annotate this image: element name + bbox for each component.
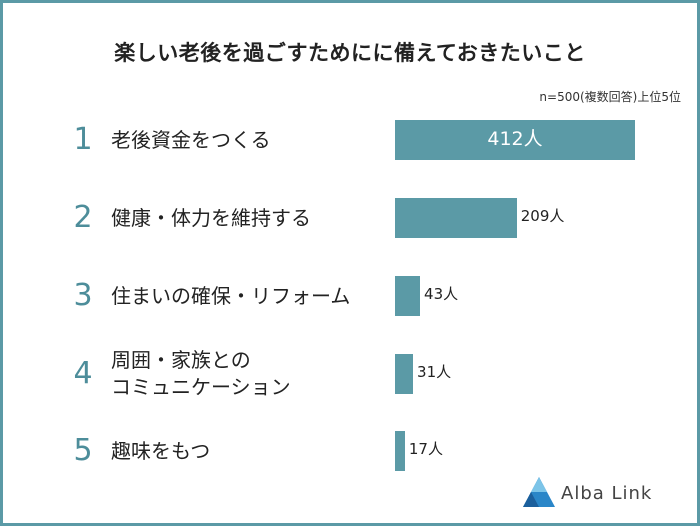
category-label-line: コミュニケーション (111, 375, 291, 399)
value-label: 412人 (487, 128, 543, 150)
category-label: 趣味をもつ (111, 438, 210, 465)
category-label: 住まいの確保・リフォーム (111, 283, 350, 310)
bar (395, 431, 405, 471)
category-label: 周囲・家族とのコミュニケーション (111, 347, 291, 401)
rank-number: 3 (73, 278, 93, 313)
value-label: 43人 (424, 285, 459, 303)
category-label: 健康・体力を維持する (111, 205, 311, 232)
category-label: 老後資金をつくる (111, 127, 271, 154)
sample-note: n=500(複数回答)上位5位 (539, 90, 681, 104)
bar (395, 354, 414, 394)
category-label-line: 趣味をもつ (111, 438, 211, 463)
rank-number: 4 (73, 356, 93, 391)
brand-name: Alba Link (561, 483, 653, 504)
value-label: 17人 (408, 440, 443, 458)
bar (395, 120, 635, 160)
rank-number: 1 (73, 122, 93, 157)
rank-number: 2 (73, 200, 93, 235)
rank-number: 5 (73, 433, 93, 468)
chart-title: 楽しい老後を過ごすためにに備えておきたいこと (114, 41, 586, 65)
category-label-line: 老後資金をつくる (111, 127, 271, 152)
alba-link-mark-icon (523, 477, 555, 507)
category-label-line: 健康・体力を維持する (111, 205, 311, 230)
value-label: 209人 (520, 207, 565, 225)
bar (395, 276, 421, 316)
category-label-line: 住まいの確保・リフォーム (111, 283, 351, 308)
value-label: 31人 (417, 363, 452, 381)
category-label-line: 周囲・家族との (111, 348, 251, 372)
bar (395, 198, 517, 238)
alba-link-logo: Alba Link (517, 475, 677, 511)
